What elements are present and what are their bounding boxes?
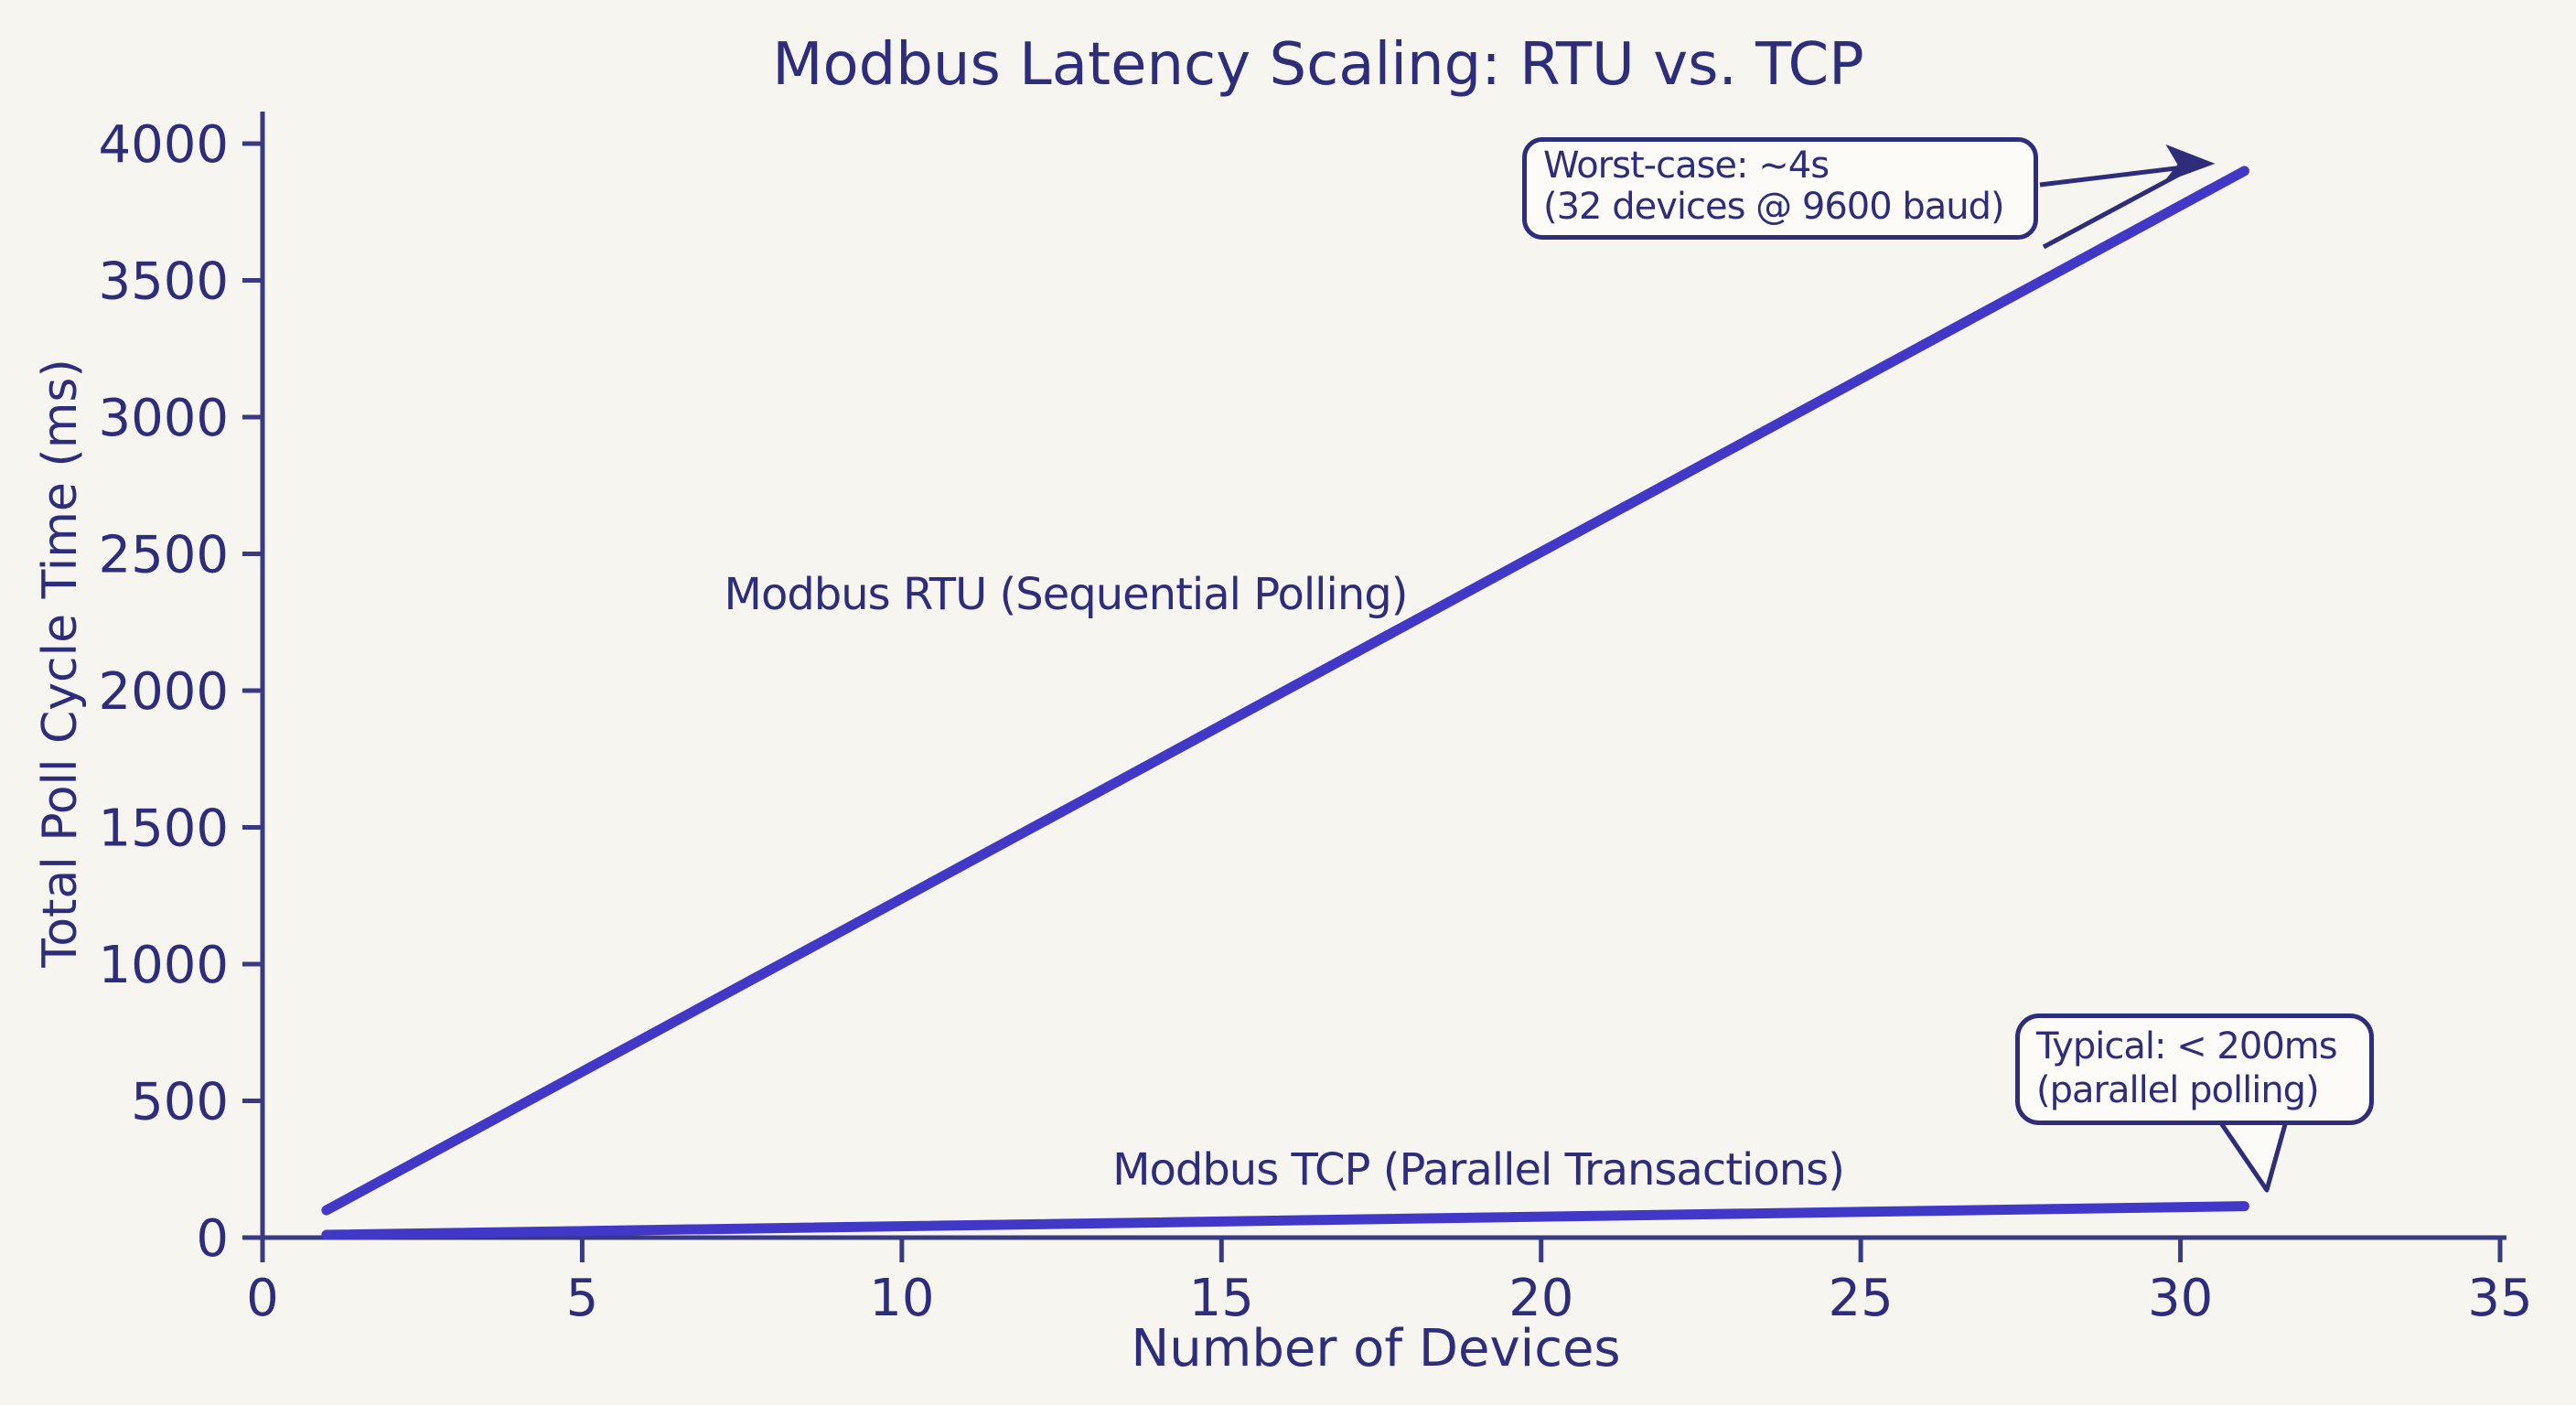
x-tick-label: 15 <box>1189 1269 1254 1328</box>
y-tick-label: 1000 <box>98 936 229 995</box>
y-tick-label: 4000 <box>98 115 229 175</box>
tcp-series-label: Modbus TCP (Parallel Transactions) <box>1112 1144 1845 1196</box>
chart-title: Modbus Latency Scaling: RTU vs. TCP <box>772 31 1864 99</box>
rtu-series-label: Modbus RTU (Sequential Polling) <box>724 569 1409 620</box>
typical-callout-line1: Typical: < 200ms <box>2036 1025 2338 1067</box>
x-tick-label: 30 <box>2148 1269 2213 1328</box>
x-tick-label: 20 <box>1508 1269 1573 1328</box>
worst-case-arrow-upper <box>2039 166 2177 188</box>
worst-case-callout-line2: (32 devices @ 9600 baud) <box>1543 186 2005 228</box>
worst-case-arrow-lower <box>2042 171 2182 250</box>
x-axis-label: Number of Devices <box>1131 1319 1621 1378</box>
x-tick-label: 25 <box>1829 1269 1894 1328</box>
worst-case-callout: Worst-case: ~4s (32 devices @ 9600 baud) <box>1522 137 2038 240</box>
typical-callout-tail <box>2215 1115 2290 1193</box>
y-tick-label: 500 <box>131 1073 229 1132</box>
rtu-line <box>321 166 2249 1216</box>
x-tick-label: 5 <box>566 1269 599 1328</box>
y-axis-label: Total Poll Cycle Time (ms) <box>33 359 88 968</box>
y-tick-label: 2500 <box>98 526 229 585</box>
worst-case-arrowhead <box>2163 144 2216 183</box>
worst-case-callout-line1: Worst-case: ~4s <box>1543 145 1830 187</box>
y-tick-label: 3500 <box>98 252 229 312</box>
tcp-line <box>321 1201 2249 1240</box>
x-tick-label: 35 <box>2467 1269 2532 1328</box>
y-tick-label: 2000 <box>98 662 229 722</box>
y-tick-label: 1500 <box>98 799 229 859</box>
typical-callout: Typical: < 200ms (parallel polling) <box>2015 1014 2374 1125</box>
typical-callout-line2: (parallel polling) <box>2036 1069 2320 1111</box>
y-tick-label: 0 <box>196 1209 229 1269</box>
x-tick-label: 10 <box>869 1269 934 1328</box>
x-tick-label: 0 <box>246 1269 279 1328</box>
y-tick-label: 3000 <box>98 389 229 448</box>
